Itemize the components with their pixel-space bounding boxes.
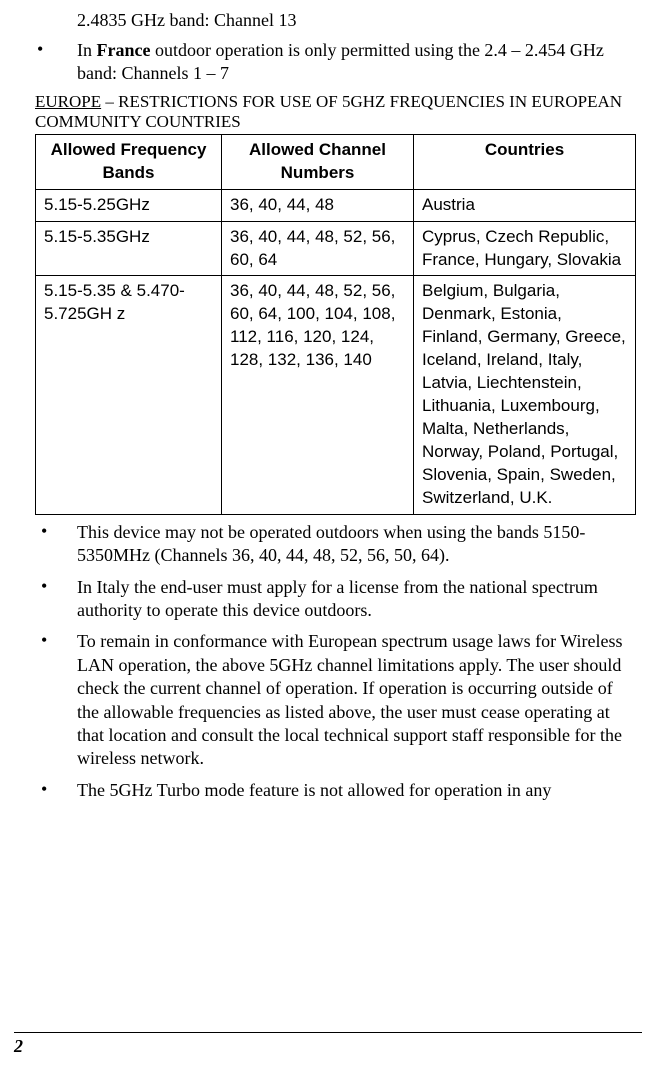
list-item: • The 5GHz Turbo mode feature is not all… — [41, 779, 636, 802]
bullet-icon: • — [41, 521, 77, 568]
table-cell: 5.15-5.35 & 5.470-5.725GH z — [36, 276, 222, 514]
list-item-content: In France outdoor operation is only perm… — [77, 39, 636, 86]
table-cell: 36, 40, 44, 48 — [222, 189, 414, 221]
table-row: 5.15-5.25GHz 36, 40, 44, 48 Austria — [36, 189, 636, 221]
top-bullet-list: • In France outdoor operation is only pe… — [37, 39, 636, 86]
list-item-content: In Italy the end-user must apply for a l… — [77, 576, 636, 623]
bullet-icon: • — [41, 779, 77, 802]
table-cell: Cyprus, Czech Republic, France, Hungary,… — [414, 221, 636, 276]
table-row: 5.15-5.35 & 5.470-5.725GH z 36, 40, 44, … — [36, 276, 636, 514]
table-cell: Austria — [414, 189, 636, 221]
bullet-icon: • — [41, 576, 77, 623]
section-header-rest: – RESTRICTIONS FOR USE OF 5GHZ FREQUENCI… — [35, 92, 622, 131]
top-line-text: 2.4835 GHz band: Channel 13 — [77, 10, 636, 31]
text-suffix: outdoor operation is only permitted usin… — [77, 40, 604, 83]
bullet-icon: • — [41, 630, 77, 770]
table-cell: Belgium, Bulgaria, Denmark, Estonia, Fin… — [414, 276, 636, 514]
table-header-cell: Allowed Channel Numbers — [222, 134, 414, 189]
text-bold: France — [97, 40, 151, 60]
frequency-table: Allowed Frequency Bands Allowed Channel … — [35, 134, 636, 515]
bullet-icon: • — [37, 39, 77, 86]
footer-divider — [14, 1032, 642, 1033]
list-item-content: To remain in conformance with European s… — [77, 630, 636, 770]
table-cell: 5.15-5.25GHz — [36, 189, 222, 221]
text-prefix: In — [77, 40, 97, 60]
list-item: • In France outdoor operation is only pe… — [37, 39, 636, 86]
table-header-cell: Allowed Frequency Bands — [36, 134, 222, 189]
list-item: • To remain in conformance with European… — [41, 630, 636, 770]
table-cell: 5.15-5.35GHz — [36, 221, 222, 276]
list-item: • In Italy the end-user must apply for a… — [41, 576, 636, 623]
section-header: EUROPE – RESTRICTIONS FOR USE OF 5GHZ FR… — [35, 92, 636, 132]
table-cell: 36, 40, 44, 48, 52, 56, 60, 64 — [222, 221, 414, 276]
table-row: 5.15-5.35GHz 36, 40, 44, 48, 52, 56, 60,… — [36, 221, 636, 276]
list-item: • This device may not be operated outdoo… — [41, 521, 636, 568]
section-header-underline: EUROPE — [35, 92, 101, 111]
list-item-content: The 5GHz Turbo mode feature is not allow… — [77, 779, 636, 802]
list-item-content: This device may not be operated outdoors… — [77, 521, 636, 568]
table-cell: 36, 40, 44, 48, 52, 56, 60, 64, 100, 104… — [222, 276, 414, 514]
table-header-cell: Countries — [414, 134, 636, 189]
page-number: 2 — [14, 1036, 23, 1057]
bottom-bullet-list: • This device may not be operated outdoo… — [41, 521, 636, 802]
table-header-row: Allowed Frequency Bands Allowed Channel … — [36, 134, 636, 189]
